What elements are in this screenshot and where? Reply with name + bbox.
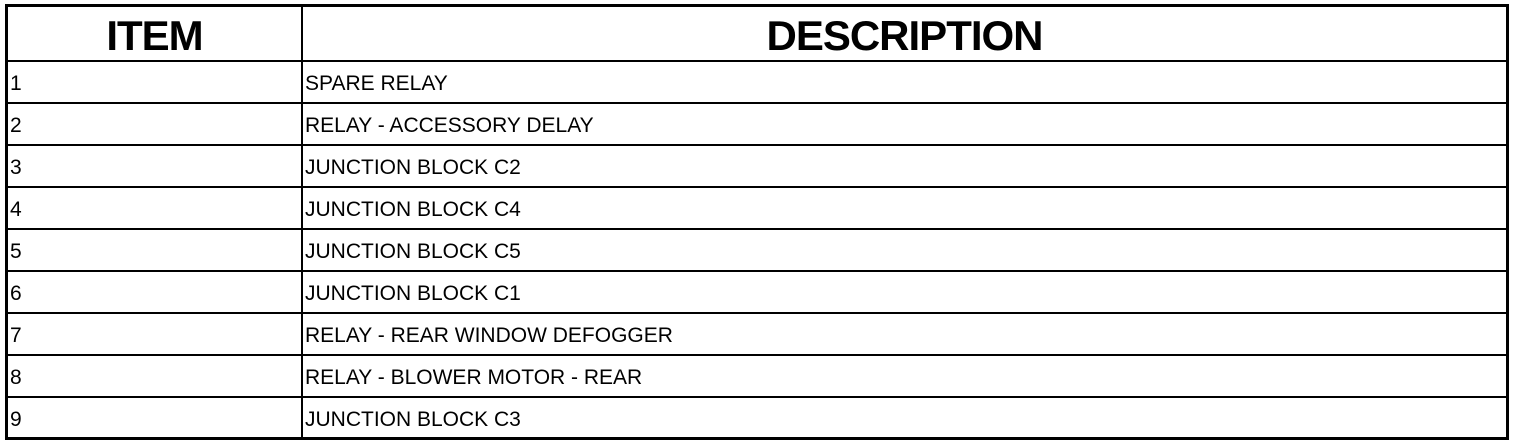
item-cell: 5 [8, 230, 303, 270]
description-cell: RELAY - BLOWER MOTOR - REAR [305, 366, 643, 389]
table-row: 4 JUNCTION BLOCK C4 [8, 186, 1506, 228]
table-row: 3 JUNCTION BLOCK C2 [8, 144, 1506, 186]
table-row: 6 JUNCTION BLOCK C1 [8, 270, 1506, 312]
description-cell: JUNCTION BLOCK C5 [305, 240, 521, 263]
header-item: ITEM [8, 7, 303, 60]
description-cell: SPARE RELAY [305, 72, 448, 95]
table-header-row: ITEM DESCRIPTION [8, 7, 1506, 60]
table-row: 2 RELAY - ACCESSORY DELAY [8, 102, 1506, 144]
table-row: 8 RELAY - BLOWER MOTOR - REAR [8, 354, 1506, 396]
table-row: 1 SPARE RELAY [8, 60, 1506, 102]
description-cell: JUNCTION BLOCK C2 [305, 156, 521, 179]
item-cell: 8 [8, 356, 303, 396]
item-cell: 7 [8, 314, 303, 354]
item-cell: 1 [8, 62, 303, 102]
table-row: 7 RELAY - REAR WINDOW DEFOGGER [8, 312, 1506, 354]
header-description: DESCRIPTION [766, 11, 1043, 59]
description-cell: JUNCTION BLOCK C3 [305, 408, 521, 431]
item-cell: 4 [8, 188, 303, 228]
table-row: 5 JUNCTION BLOCK C5 [8, 228, 1506, 270]
item-cell: 6 [8, 272, 303, 312]
description-cell: RELAY - REAR WINDOW DEFOGGER [305, 324, 673, 347]
table-row: 9 JUNCTION BLOCK C3 [8, 396, 1506, 438]
description-cell: JUNCTION BLOCK C4 [305, 198, 521, 221]
item-cell: 9 [8, 398, 303, 438]
description-cell: JUNCTION BLOCK C1 [305, 282, 521, 305]
description-cell: RELAY - ACCESSORY DELAY [305, 114, 594, 137]
item-cell: 2 [8, 104, 303, 144]
item-cell: 3 [8, 146, 303, 186]
item-description-table: ITEM DESCRIPTION 1 SPARE RELAY 2 RELAY - AC… [5, 4, 1509, 440]
